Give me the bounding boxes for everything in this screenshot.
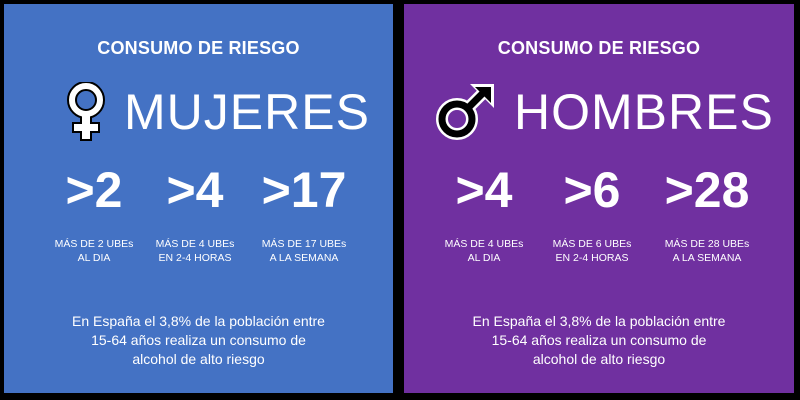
women-stat-weekly-desc: MÁS DE 17 UBEs A LA SEMANA xyxy=(261,238,347,264)
male-symbol-icon xyxy=(436,84,496,145)
women-panel: CONSUMO DE RIESGO MUJERES >2 MÁS D xyxy=(4,4,393,393)
men-footer-line-2: 15-64 años realiza un consumo de xyxy=(491,332,707,348)
women-stat-binge-desc: MÁS DE 4 UBEs EN 2-4 HORAS xyxy=(155,238,235,264)
women-panel-title: CONSUMO DE RIESGO xyxy=(97,38,300,58)
women-stats: >2 MÁS DE 2 UBEs AL DIA >4 MÁS DE 4 UBEs… xyxy=(4,159,393,289)
women-stat-daily-desc: MÁS DE 2 UBEs AL DIA xyxy=(54,238,134,264)
women-stat-weekly-value: >17 xyxy=(261,162,347,218)
female-symbol-icon xyxy=(64,81,108,149)
men-stat-binge: >6 MÁS DE 6 UBEs EN 2-4 HORAS xyxy=(532,159,652,265)
men-stat-daily: >4 MÁS DE 4 UBEs AL DIA xyxy=(424,159,544,265)
men-stat-binge-value: >6 xyxy=(563,162,621,218)
men-stat-binge-desc: MÁS DE 6 UBEs EN 2-4 HORAS xyxy=(552,238,632,264)
women-stat-daily: >2 MÁS DE 2 UBEs AL DIA xyxy=(34,159,154,265)
men-heading-row: HOMBRES xyxy=(404,80,794,144)
men-heading: HOMBRES xyxy=(514,84,774,140)
men-footer-text: En España el 3,8% de la población entre … xyxy=(404,312,794,369)
men-panel: CONSUMO DE RIESGO HOMBRES >4 MÁS D xyxy=(404,4,794,393)
men-stat-weekly: >28 MÁS DE 28 UBEs A LA SEMANA xyxy=(647,159,767,265)
men-panel-title: CONSUMO DE RIESGO xyxy=(497,38,701,58)
women-heading-row: MUJERES xyxy=(4,80,393,144)
women-footer-line-2: 15-64 años realiza un consumo de xyxy=(91,332,306,348)
men-stat-weekly-value: >28 xyxy=(664,162,750,218)
women-stat-binge: >4 MÁS DE 4 UBEs EN 2-4 HORAS xyxy=(135,159,255,265)
women-stat-daily-value: >2 xyxy=(65,162,123,218)
men-stats: >4 MÁS DE 4 UBEs AL DIA >6 MÁS DE 6 UBEs… xyxy=(404,159,794,289)
men-stat-daily-desc: MÁS DE 4 UBEs AL DIA xyxy=(444,238,524,264)
men-stat-weekly-desc: MÁS DE 28 UBEs A LA SEMANA xyxy=(664,238,750,264)
women-stat-binge-value: >4 xyxy=(166,162,224,218)
men-footer-line-1: En España el 3,8% de la población entre xyxy=(472,313,726,329)
men-stat-daily-value: >4 xyxy=(455,162,513,218)
women-stat-weekly: >17 MÁS DE 17 UBEs A LA SEMANA xyxy=(244,159,364,265)
women-footer-text: En España el 3,8% de la población entre … xyxy=(4,312,393,369)
women-heading: MUJERES xyxy=(124,84,370,140)
women-footer-line-3: alcohol de alto riesgo xyxy=(132,351,265,367)
men-footer-line-3: alcohol de alto riesgo xyxy=(532,351,666,367)
women-footer-line-1: En España el 3,8% de la población entre xyxy=(72,313,325,329)
